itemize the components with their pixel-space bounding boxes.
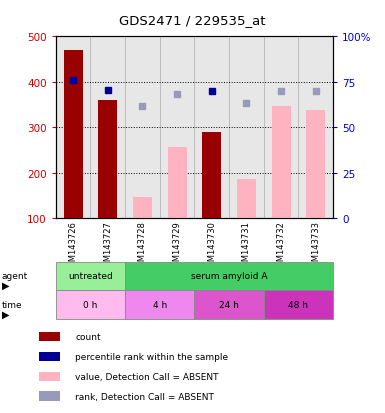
Text: 4 h: 4 h	[152, 300, 167, 309]
Bar	[194, 37, 229, 219]
Bar	[298, 37, 333, 219]
Text: value, Detection Call = ABSENT: value, Detection Call = ABSENT	[75, 372, 219, 381]
Text: 48 h: 48 h	[288, 300, 308, 309]
Text: untreated: untreated	[68, 272, 113, 281]
Bar	[229, 37, 264, 219]
Bar	[264, 37, 298, 219]
Text: time: time	[2, 300, 23, 309]
Text: agent: agent	[2, 272, 28, 281]
Text: ▶: ▶	[2, 309, 9, 319]
Text: serum amyloid A: serum amyloid A	[191, 272, 267, 281]
Text: GDS2471 / 229535_at: GDS2471 / 229535_at	[119, 14, 266, 27]
Text: ▶: ▶	[2, 280, 9, 290]
Bar	[133, 197, 152, 219]
Bar	[90, 37, 125, 219]
Text: 0 h: 0 h	[83, 300, 98, 309]
Text: 24 h: 24 h	[219, 300, 239, 309]
Text: count: count	[75, 332, 101, 341]
Bar	[271, 107, 291, 219]
Bar	[98, 101, 117, 219]
Bar	[125, 37, 160, 219]
Text: rank, Detection Call = ABSENT: rank, Detection Call = ABSENT	[75, 392, 214, 401]
Text: percentile rank within the sample: percentile rank within the sample	[75, 352, 228, 361]
Bar	[64, 51, 83, 219]
Bar	[56, 37, 90, 219]
Bar	[167, 147, 187, 219]
Bar	[160, 37, 194, 219]
Bar	[202, 133, 221, 219]
Bar	[306, 111, 325, 219]
Bar	[237, 179, 256, 219]
